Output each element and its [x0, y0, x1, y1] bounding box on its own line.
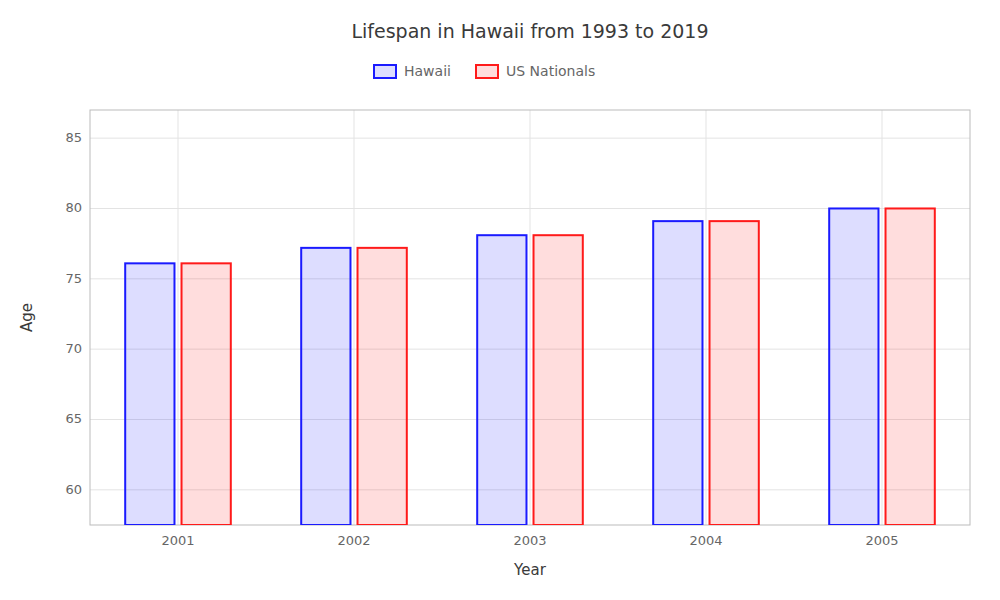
title: Lifespan in Hawaii from 1993 to 2019 [351, 20, 708, 42]
bar [477, 235, 526, 525]
y-tick-label: 85 [65, 130, 82, 145]
x-tick-label: 2005 [865, 533, 898, 548]
y-tick-label: 65 [65, 411, 82, 426]
x-tick-label: 2001 [161, 533, 194, 548]
bar [358, 248, 407, 525]
x-tick-label: 2004 [689, 533, 722, 548]
bar [301, 248, 350, 525]
bar [534, 235, 583, 525]
grid [90, 110, 970, 525]
legend-label: US Nationals [506, 63, 595, 79]
bar [125, 263, 174, 525]
x-grid-line [882, 110, 883, 525]
x-tick-label: 2003 [513, 533, 546, 548]
legend-swatch [374, 65, 396, 78]
x-grid-line [178, 110, 179, 525]
bar [829, 208, 878, 525]
legend-label: Hawaii [404, 63, 451, 79]
y-tick-label: 80 [65, 200, 82, 215]
x-grid-line [706, 110, 707, 525]
x-axis-label: Year [513, 561, 547, 579]
x-tick-label: 2002 [337, 533, 370, 548]
bar [182, 263, 231, 525]
legend: Hawaii US Nationals [374, 63, 595, 79]
bar [653, 221, 702, 525]
bar [710, 221, 759, 525]
x-grid-line [354, 110, 355, 525]
plot-frame [90, 110, 970, 525]
bar [886, 208, 935, 525]
y-axis-label: Age [18, 303, 36, 332]
y-tick-label: 60 [65, 482, 82, 497]
legend-swatch [476, 65, 498, 78]
bars [125, 208, 935, 525]
y-tick-label: 70 [65, 341, 82, 356]
x-grid-line [530, 110, 531, 525]
chart: 60 65 70 75 80 85 2001 2002 2003 2004 2005 Lifespan… [0, 0, 1000, 600]
y-tick-label: 75 [65, 271, 82, 286]
